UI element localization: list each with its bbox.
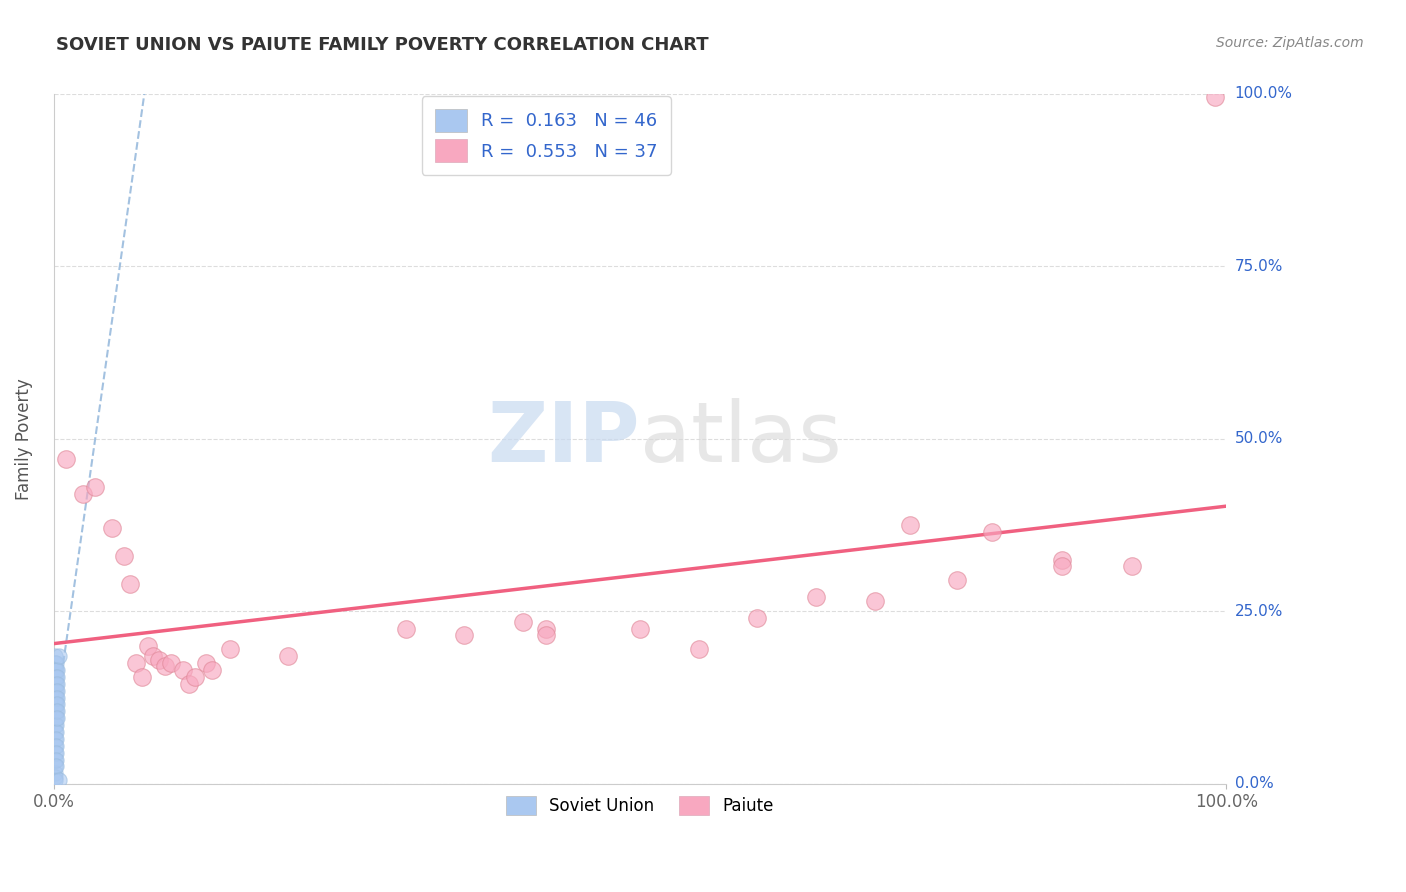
Point — [183, 670, 205, 684]
Point — [45, 690, 67, 705]
Point — [160, 656, 183, 670]
Point — [44, 746, 66, 760]
Point — [46, 711, 69, 725]
Point — [45, 759, 67, 773]
Point — [44, 718, 66, 732]
Point — [46, 676, 69, 690]
Point — [45, 746, 67, 760]
Text: 75.0%: 75.0% — [1234, 259, 1282, 274]
Point — [44, 656, 66, 670]
Point — [195, 656, 218, 670]
Point — [46, 698, 69, 712]
Point — [45, 670, 67, 684]
Point — [863, 594, 886, 608]
Point — [44, 766, 66, 780]
Point — [46, 670, 69, 684]
Point — [44, 753, 66, 767]
Point — [142, 649, 165, 664]
Y-axis label: Family Poverty: Family Poverty — [15, 378, 32, 500]
Point — [512, 615, 534, 629]
Point — [45, 711, 67, 725]
Point — [148, 652, 170, 666]
Text: 100.0%: 100.0% — [1234, 87, 1292, 102]
Point — [44, 698, 66, 712]
Point — [44, 663, 66, 677]
Point — [44, 683, 66, 698]
Point — [1121, 559, 1143, 574]
Text: ZIP: ZIP — [488, 399, 640, 479]
Point — [277, 649, 299, 664]
Point — [44, 739, 66, 753]
Point — [980, 524, 1002, 539]
Point — [1204, 90, 1226, 104]
Point — [45, 683, 67, 698]
Point — [125, 656, 148, 670]
Point — [44, 759, 66, 773]
Legend: Soviet Union, Paiute: Soviet Union, Paiute — [498, 788, 783, 823]
Point — [1050, 552, 1073, 566]
Point — [898, 518, 921, 533]
Point — [44, 704, 66, 718]
Point — [201, 663, 224, 677]
Point — [45, 676, 67, 690]
Point — [118, 576, 141, 591]
Point — [945, 573, 967, 587]
Point — [45, 753, 67, 767]
Point — [44, 731, 66, 746]
Point — [218, 642, 240, 657]
Point — [48, 649, 70, 664]
Point — [46, 690, 69, 705]
Point — [804, 591, 827, 605]
Point — [45, 718, 67, 732]
Point — [394, 622, 416, 636]
Point — [101, 521, 124, 535]
Point — [83, 480, 105, 494]
Point — [45, 725, 67, 739]
Point — [44, 770, 66, 784]
Point — [44, 649, 66, 664]
Point — [155, 659, 177, 673]
Point — [45, 731, 67, 746]
Point — [45, 663, 67, 677]
Text: Source: ZipAtlas.com: Source: ZipAtlas.com — [1216, 36, 1364, 50]
Text: 25.0%: 25.0% — [1234, 604, 1282, 619]
Point — [44, 690, 66, 705]
Point — [688, 642, 710, 657]
Point — [46, 683, 69, 698]
Point — [112, 549, 135, 563]
Point — [45, 656, 67, 670]
Point — [72, 487, 94, 501]
Text: SOVIET UNION VS PAIUTE FAMILY POVERTY CORRELATION CHART: SOVIET UNION VS PAIUTE FAMILY POVERTY CO… — [56, 36, 709, 54]
Point — [46, 704, 69, 718]
Point — [131, 670, 153, 684]
Point — [747, 611, 769, 625]
Point — [177, 676, 200, 690]
Text: 50.0%: 50.0% — [1234, 432, 1282, 446]
Point — [45, 704, 67, 718]
Point — [45, 698, 67, 712]
Text: 0.0%: 0.0% — [1234, 776, 1274, 791]
Point — [46, 663, 69, 677]
Point — [44, 676, 66, 690]
Point — [44, 711, 66, 725]
Point — [628, 622, 651, 636]
Point — [536, 628, 558, 642]
Text: atlas: atlas — [640, 399, 842, 479]
Point — [1050, 559, 1073, 574]
Point — [44, 670, 66, 684]
Point — [45, 739, 67, 753]
Point — [44, 725, 66, 739]
Point — [136, 639, 159, 653]
Point — [55, 452, 77, 467]
Point — [536, 622, 558, 636]
Point — [453, 628, 475, 642]
Point — [48, 773, 70, 788]
Point — [44, 773, 66, 788]
Point — [172, 663, 194, 677]
